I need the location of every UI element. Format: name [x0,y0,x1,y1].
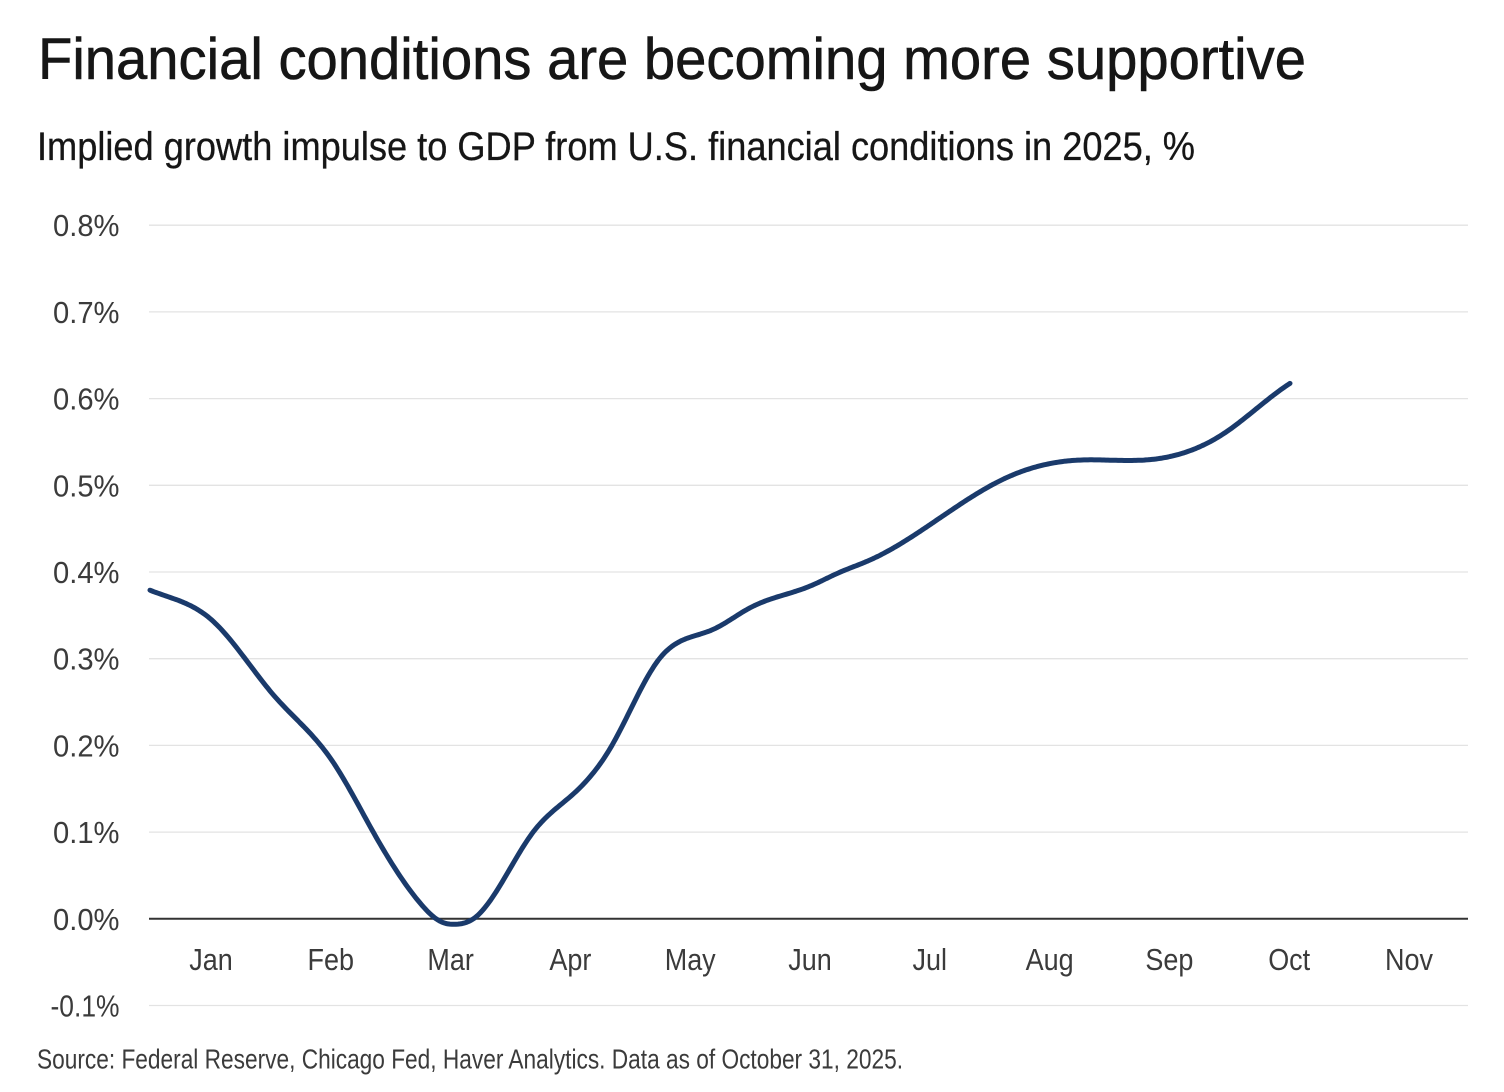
svg-text:Sep: Sep [1145,942,1193,977]
svg-text:0.1%: 0.1% [53,815,120,850]
svg-text:0.4%: 0.4% [53,555,120,590]
svg-text:0.3%: 0.3% [53,642,120,677]
svg-text:Feb: Feb [308,942,355,977]
svg-text:May: May [665,942,716,977]
svg-text:0.8%: 0.8% [53,208,120,243]
svg-text:Implied growth impulse to GDP: Implied growth impulse to GDP from U.S. … [37,125,1195,169]
svg-text:Jul: Jul [913,942,948,977]
svg-text:Jan: Jan [189,942,233,977]
svg-text:0.0%: 0.0% [53,902,120,937]
svg-text:Financial conditions are becom: Financial conditions are becoming more s… [38,27,1306,92]
svg-text:Apr: Apr [549,942,591,977]
svg-text:-0.1%: -0.1% [51,989,120,1024]
svg-text:0.7%: 0.7% [53,295,120,330]
svg-text:Aug: Aug [1026,942,1074,977]
svg-text:0.2%: 0.2% [53,728,120,763]
svg-text:Oct: Oct [1268,942,1310,977]
svg-text:Jun: Jun [788,942,832,977]
svg-text:0.5%: 0.5% [53,468,120,503]
svg-text:Nov: Nov [1385,942,1433,977]
svg-text:Mar: Mar [427,942,473,977]
svg-text:0.6%: 0.6% [53,382,120,417]
svg-text:Source: Federal Reserve, Chica: Source: Federal Reserve, Chicago Fed, Ha… [37,1044,903,1075]
